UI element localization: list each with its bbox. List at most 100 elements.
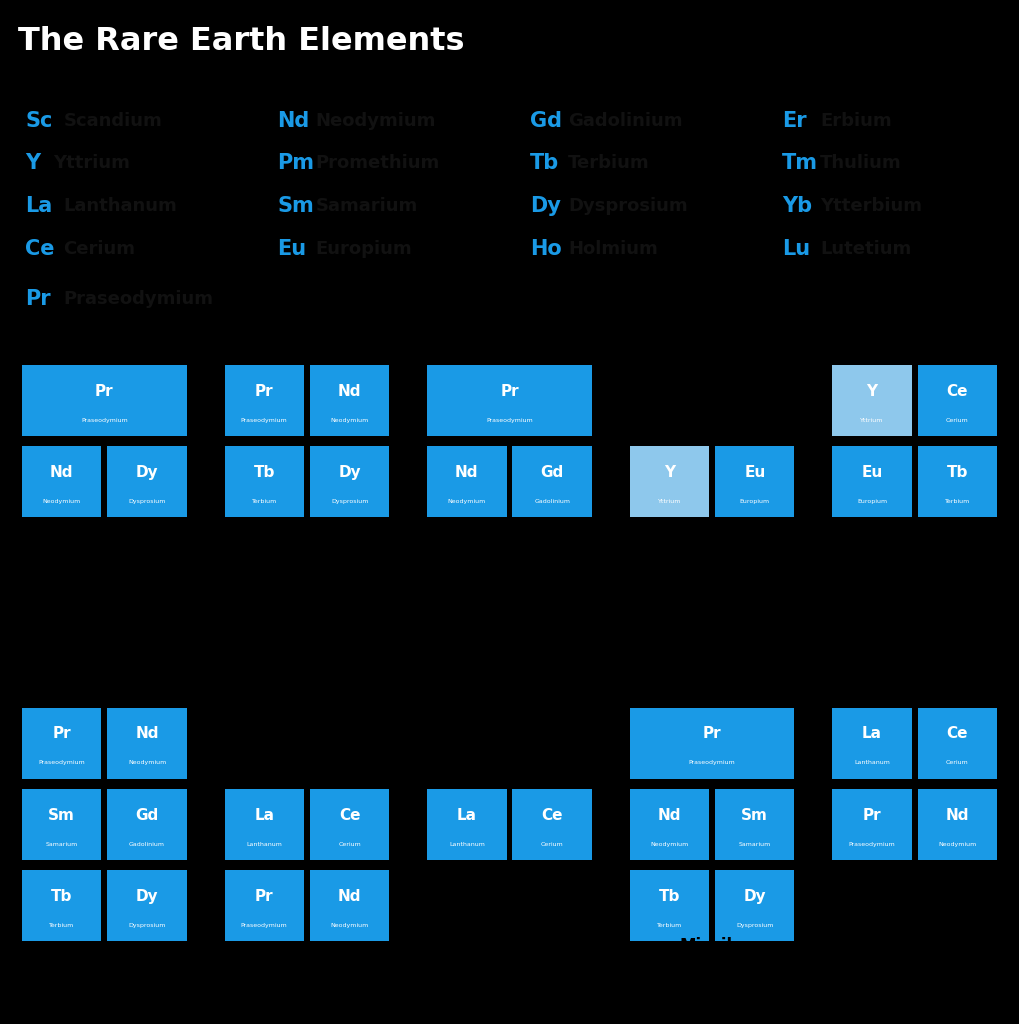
FancyBboxPatch shape: [107, 446, 186, 517]
Text: Hybrid
vehicles,
magnets: Hybrid vehicles, magnets: [63, 948, 146, 1009]
Text: Y: Y: [663, 465, 675, 480]
FancyBboxPatch shape: [513, 446, 592, 517]
Text: Dysprosium: Dysprosium: [128, 923, 166, 928]
FancyBboxPatch shape: [918, 708, 997, 778]
Text: Y: Y: [25, 154, 41, 173]
Text: Wind
turbines: Wind turbines: [65, 596, 144, 635]
FancyBboxPatch shape: [630, 870, 709, 941]
Text: Ytterbium: Ytterbium: [820, 197, 922, 215]
FancyBboxPatch shape: [310, 365, 389, 436]
Text: Europium: Europium: [740, 499, 769, 504]
FancyBboxPatch shape: [224, 446, 304, 517]
Text: Pr: Pr: [95, 384, 114, 398]
Text: Tb: Tb: [658, 889, 680, 904]
Text: Pr: Pr: [863, 808, 881, 822]
Text: Terbium: Terbium: [568, 155, 650, 172]
Text: Gd: Gd: [530, 111, 561, 131]
Text: Ce: Ce: [339, 808, 361, 822]
Text: Nd: Nd: [338, 889, 362, 904]
Text: Terbium: Terbium: [945, 499, 970, 504]
Text: Smartphone,
CD/DVD,
iPod: Smartphone, CD/DVD, iPod: [854, 928, 975, 988]
Text: Nd: Nd: [455, 465, 479, 480]
FancyBboxPatch shape: [513, 788, 592, 860]
FancyBboxPatch shape: [833, 708, 912, 778]
FancyBboxPatch shape: [427, 365, 592, 436]
Text: Yttrium: Yttrium: [657, 499, 681, 504]
FancyBboxPatch shape: [310, 788, 389, 860]
Text: Yb: Yb: [782, 196, 812, 216]
Text: Lanthanum: Lanthanum: [247, 842, 282, 847]
Text: Holmium: Holmium: [568, 240, 657, 257]
Text: Promethium: Promethium: [316, 155, 440, 172]
FancyBboxPatch shape: [833, 446, 912, 517]
Text: Praseodymium: Praseodymium: [81, 418, 127, 423]
Text: Gadolinium: Gadolinium: [129, 842, 165, 847]
Text: Dysprosium: Dysprosium: [736, 923, 773, 928]
Text: Lutetium: Lutetium: [820, 240, 911, 257]
FancyBboxPatch shape: [22, 708, 101, 778]
Text: Energy
efficient
light bulbs: Energy efficient light bulbs: [662, 585, 762, 646]
Text: Dy: Dy: [530, 196, 560, 216]
FancyBboxPatch shape: [918, 365, 997, 436]
Text: Cordless
power
tools: Cordless power tools: [267, 585, 347, 646]
FancyBboxPatch shape: [224, 788, 304, 860]
Text: Neodymium: Neodymium: [330, 418, 369, 423]
Text: Pr: Pr: [500, 384, 519, 398]
Text: Dy: Dy: [136, 889, 158, 904]
Text: Europium: Europium: [316, 240, 413, 257]
FancyBboxPatch shape: [427, 788, 506, 860]
FancyBboxPatch shape: [107, 708, 186, 778]
FancyBboxPatch shape: [107, 870, 186, 941]
Text: Neodymium: Neodymium: [330, 923, 369, 928]
Text: Praseodymium: Praseodymium: [240, 418, 287, 423]
Text: La: La: [862, 726, 882, 741]
Text: Nd: Nd: [50, 465, 73, 480]
Text: Lanthanum: Lanthanum: [63, 197, 177, 215]
Text: Neodymium: Neodymium: [43, 499, 81, 504]
Text: Pm: Pm: [277, 154, 315, 173]
Text: Tb: Tb: [947, 465, 968, 480]
Text: Praseodymium: Praseodymium: [63, 290, 214, 307]
Text: La: La: [255, 808, 274, 822]
Text: Lu: Lu: [782, 239, 810, 258]
Text: Dysprosium: Dysprosium: [568, 197, 688, 215]
FancyBboxPatch shape: [224, 365, 304, 436]
Text: Neodymium: Neodymium: [447, 499, 486, 504]
Text: Eu: Eu: [277, 239, 307, 258]
Text: Scandium: Scandium: [63, 112, 162, 130]
Text: Thulium: Thulium: [820, 155, 902, 172]
Text: Dy: Dy: [136, 465, 158, 480]
Text: The Rare Earth Elements: The Rare Earth Elements: [18, 27, 465, 57]
FancyBboxPatch shape: [715, 870, 795, 941]
Text: Nd: Nd: [338, 384, 362, 398]
Text: Erbium: Erbium: [820, 112, 892, 130]
Text: Sm: Sm: [48, 808, 75, 822]
Text: Yttrium: Yttrium: [54, 155, 130, 172]
Text: Gadolinium: Gadolinium: [568, 112, 683, 130]
Text: Catalytic
converters,
cameras: Catalytic converters, cameras: [253, 948, 361, 1009]
Text: Ho: Ho: [530, 239, 561, 258]
Text: Tb: Tb: [530, 154, 559, 173]
Text: Samarium: Samarium: [316, 197, 418, 215]
Text: Recharge-
able
batteries: Recharge- able batteries: [462, 928, 557, 988]
Text: Pr: Pr: [255, 384, 273, 398]
FancyBboxPatch shape: [22, 446, 101, 517]
FancyBboxPatch shape: [224, 870, 304, 941]
Text: Dysprosium: Dysprosium: [331, 499, 368, 504]
FancyBboxPatch shape: [107, 788, 186, 860]
Text: Cerium: Cerium: [946, 418, 969, 423]
Text: Lanthanum: Lanthanum: [854, 761, 890, 766]
Text: Er: Er: [782, 111, 806, 131]
Text: Lanthanum: Lanthanum: [449, 842, 485, 847]
Text: Nd: Nd: [657, 808, 681, 822]
Text: Pr: Pr: [703, 726, 721, 741]
Text: Neodymium: Neodymium: [938, 842, 976, 847]
Text: Tb: Tb: [254, 465, 275, 480]
Text: Gd: Gd: [136, 808, 159, 822]
Text: Dy: Dy: [744, 889, 766, 904]
FancyBboxPatch shape: [22, 870, 101, 941]
Text: LCD and
plasma
screens: LCD and plasma screens: [876, 585, 953, 646]
Text: Eu: Eu: [861, 465, 882, 480]
FancyBboxPatch shape: [22, 365, 186, 436]
Text: Dysprosium: Dysprosium: [128, 499, 166, 504]
